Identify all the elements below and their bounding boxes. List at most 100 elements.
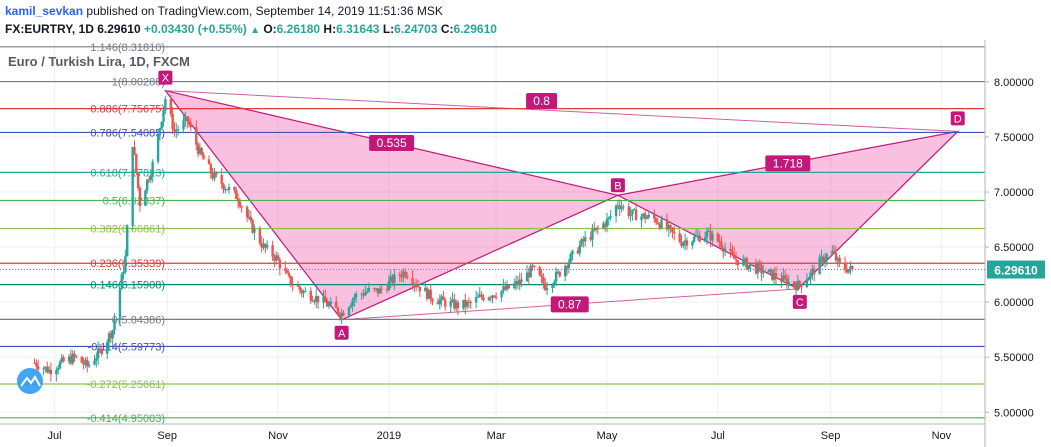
candle-body	[176, 129, 180, 131]
up-arrow-icon: ▲	[250, 25, 260, 36]
candle-body	[449, 301, 452, 307]
candle-body	[785, 278, 789, 286]
candle-body	[347, 307, 351, 316]
candle-body	[653, 214, 656, 219]
candle-body	[516, 281, 520, 285]
candle-body	[767, 269, 770, 273]
candle-body	[80, 356, 83, 363]
candle-body	[607, 217, 611, 219]
candle-body	[553, 281, 556, 285]
candle-body	[578, 245, 581, 254]
candle-body	[831, 250, 834, 255]
candle-body	[245, 207, 249, 218]
candle-body	[660, 219, 663, 228]
candle-body	[723, 248, 727, 252]
candle-body	[787, 281, 790, 286]
candle-body	[49, 369, 53, 375]
open-label: O:	[263, 22, 277, 36]
candle-body	[703, 237, 707, 242]
candle-body	[387, 281, 391, 291]
close-value: 6.29610	[453, 22, 497, 36]
candle-body	[376, 288, 380, 294]
candle-body	[456, 302, 460, 309]
candle-body	[220, 174, 223, 185]
candle-body	[682, 242, 685, 246]
candle-body	[147, 179, 151, 181]
pattern-point-label: D	[954, 113, 962, 125]
candle-body	[44, 366, 47, 369]
candle-body	[71, 353, 74, 364]
candle-body	[300, 289, 303, 294]
candle-body	[494, 296, 498, 298]
chart-header: kamil_sevkan published on TradingView.co…	[0, 0, 1051, 40]
candle-body	[329, 301, 332, 305]
candle-body	[96, 348, 100, 359]
candle-body	[593, 228, 596, 231]
candle-body	[414, 284, 418, 287]
time-tick-label: Jul	[47, 430, 61, 442]
price-tick-label: 6.50000	[994, 242, 1034, 254]
candle-body	[558, 271, 561, 277]
candle-body	[73, 353, 76, 357]
candle-body	[605, 218, 609, 227]
candle-body	[296, 284, 300, 287]
time-tick-label: Nov	[932, 430, 952, 442]
candle-body	[565, 266, 569, 269]
candle-body	[669, 225, 672, 228]
candle-body	[264, 243, 267, 248]
time-tick-label: Mar	[487, 430, 506, 442]
candle-body	[538, 266, 541, 276]
candle-body	[287, 272, 291, 276]
candle-body	[196, 144, 200, 154]
candle-body	[149, 175, 153, 180]
candle-body	[327, 304, 331, 307]
candle-body	[576, 250, 580, 254]
candle-body	[87, 364, 91, 367]
candle-body	[832, 250, 836, 253]
candle-body	[224, 189, 227, 191]
candle-body	[324, 296, 327, 303]
candle-body	[603, 223, 607, 227]
chart-title: Euro / Turkish Lira, 1D, FXCM	[8, 54, 190, 69]
candle-body	[258, 228, 262, 244]
fib-level-label: 1(8.00288)	[112, 77, 165, 89]
candle-body	[100, 348, 103, 354]
candle-body	[46, 366, 49, 373]
candle-body	[705, 231, 709, 238]
candle-body	[487, 297, 491, 301]
candle-body	[240, 206, 243, 208]
candle-body	[474, 297, 478, 303]
candle-body	[683, 240, 687, 243]
candle-body	[796, 281, 800, 291]
fib-level-label: 0.886(7.75675)	[90, 104, 165, 116]
candle-body	[265, 245, 269, 248]
candle-body	[591, 228, 594, 240]
candle-body	[251, 220, 254, 233]
candle-body	[729, 248, 732, 251]
candle-body	[478, 294, 481, 297]
candle-body	[118, 289, 122, 320]
candle-body	[185, 116, 189, 122]
candle-body	[544, 283, 547, 291]
candle-body	[792, 281, 796, 286]
candle-body	[289, 275, 292, 285]
candle-body	[158, 128, 162, 134]
candle-body	[569, 253, 572, 263]
candle-body	[365, 291, 369, 293]
candle-body	[195, 127, 198, 145]
time-tick-label: Nov	[268, 430, 288, 442]
author-link[interactable]: kamil_sevkan	[5, 4, 84, 18]
candle-body	[749, 263, 752, 266]
candle-body	[545, 288, 549, 291]
candle-body	[482, 296, 485, 301]
candle-body	[609, 216, 612, 218]
candle-body	[405, 275, 409, 278]
candle-body	[529, 265, 532, 278]
ratio-label: 0.8	[533, 94, 550, 108]
candle-body	[238, 201, 242, 207]
candle-body	[513, 283, 516, 289]
candle-body	[520, 279, 523, 282]
candle-body	[393, 274, 396, 284]
candle-body	[82, 362, 85, 365]
